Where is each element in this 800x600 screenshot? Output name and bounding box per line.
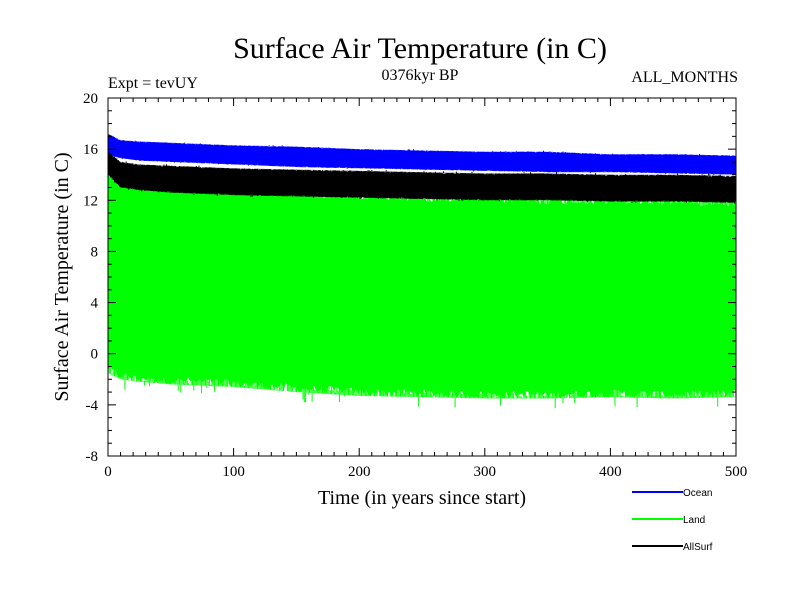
series-band-land — [108, 165, 736, 399]
x-tick-label: 400 — [599, 464, 622, 480]
x-tick-label: 0 — [104, 464, 112, 480]
x-axis-label: Time (in years since start) — [318, 487, 526, 509]
x-tick-label: 300 — [474, 464, 497, 480]
experiment-label: Expt = tevUY — [108, 75, 198, 92]
x-tick-label: 500 — [725, 464, 748, 480]
period-label: 0376kyr BP — [382, 67, 459, 84]
legend-item-allsurf: AllSurf — [632, 542, 713, 553]
y-tick-label: -4 — [86, 398, 99, 414]
legend-label: Ocean — [683, 488, 712, 499]
y-tick-label: 12 — [83, 193, 98, 209]
series-band-ocean — [108, 134, 736, 175]
axis-layer: 0 100 200 300 400 500 -8 -4 0 4 8 12 16 20 — [83, 91, 747, 480]
chart-title: Surface Air Temperature (in C) — [233, 32, 607, 65]
y-tick-label: -8 — [86, 449, 99, 465]
months-label: ALL_MONTHS — [631, 69, 738, 86]
series-band-allsurf — [108, 152, 736, 203]
y-tick-label: 0 — [91, 347, 99, 363]
x-tick-label: 200 — [348, 464, 371, 480]
y-tick-label: 4 — [91, 296, 99, 312]
legend-label: Land — [683, 515, 705, 526]
y-axis-label: Surface Air Temperature (in C) — [51, 152, 73, 401]
x-tick-label: 100 — [222, 464, 245, 480]
series-layer — [107, 133, 737, 409]
legend-label: AllSurf — [683, 542, 713, 553]
legend: Ocean Land AllSurf — [632, 488, 713, 553]
legend-item-land: Land — [632, 515, 705, 526]
y-tick-label: 16 — [83, 142, 99, 158]
y-tick-label: 8 — [91, 244, 99, 260]
y-tick-label: 20 — [83, 91, 98, 107]
legend-item-ocean: Ocean — [632, 488, 712, 499]
